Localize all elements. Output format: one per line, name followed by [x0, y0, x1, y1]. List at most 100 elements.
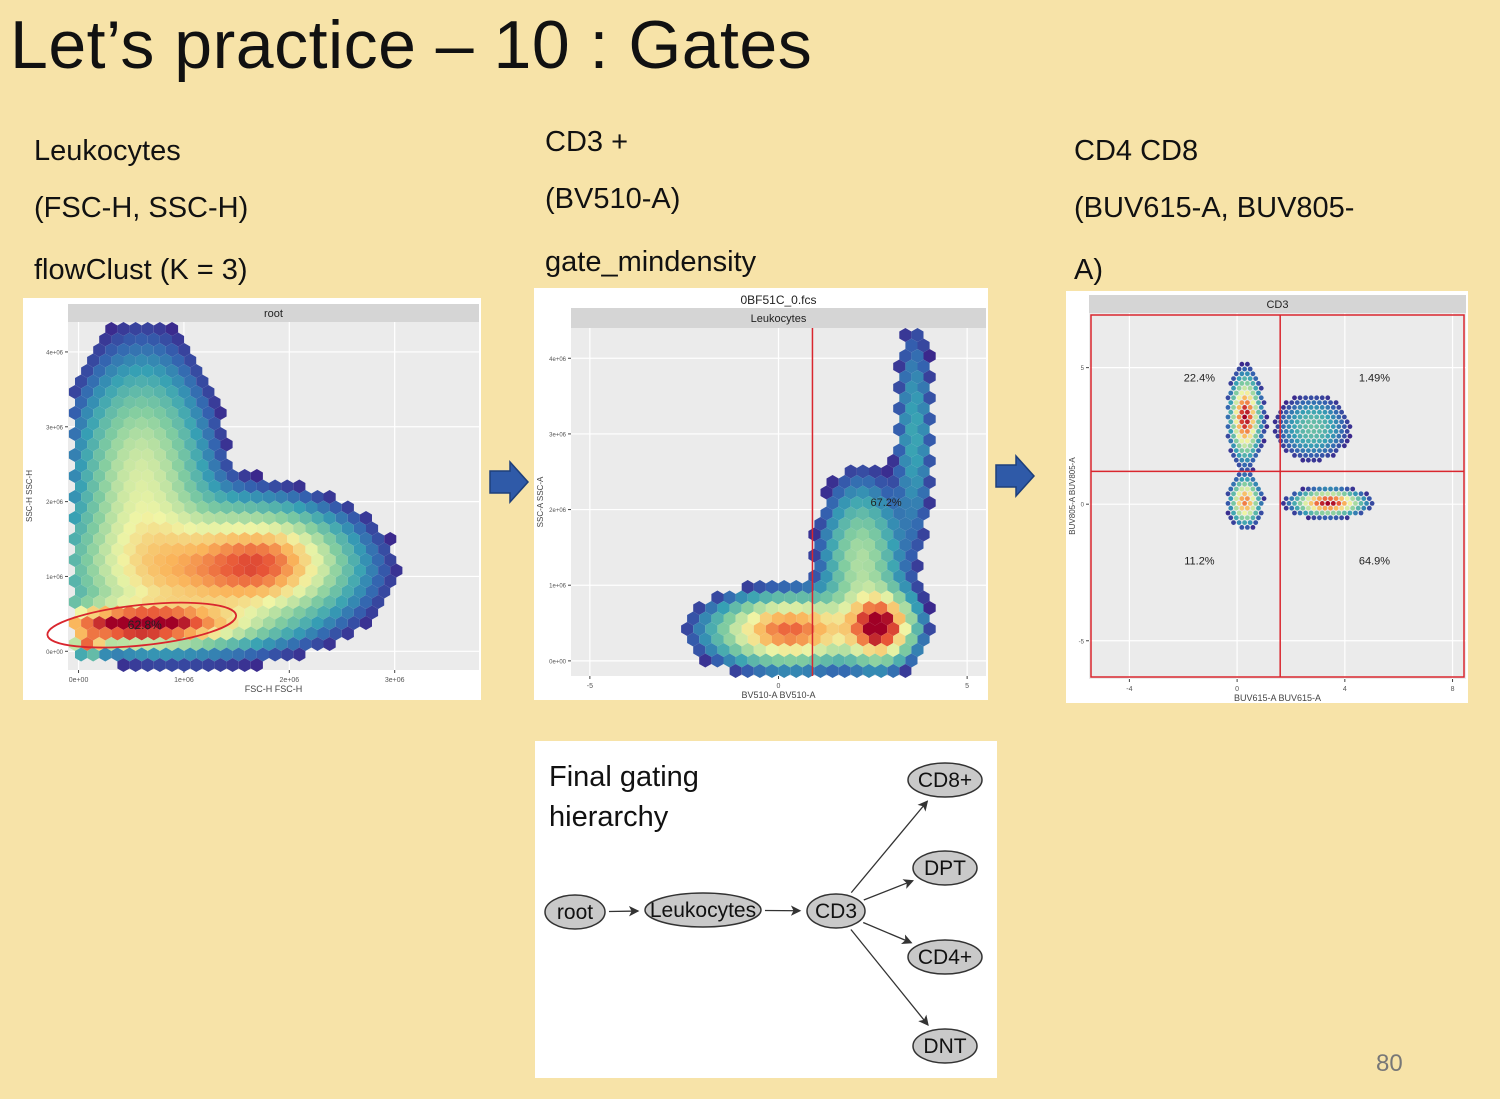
hexbin-cell	[796, 590, 809, 605]
density-point	[1333, 515, 1339, 521]
hexbin-cell	[881, 527, 894, 542]
density-point	[1281, 424, 1286, 429]
hexbin-cell	[238, 658, 251, 672]
density-point	[1242, 510, 1248, 516]
caption-cd3-3: gate_mindensity	[545, 246, 757, 278]
hexbin-cell	[305, 542, 318, 557]
hexbin-cell	[281, 605, 294, 620]
hexbin-cell	[141, 322, 154, 336]
density-point	[1250, 486, 1256, 492]
hexbin-cell	[208, 605, 221, 620]
density-point	[1347, 510, 1353, 516]
density-point	[1297, 405, 1303, 410]
slide-number: 80	[1376, 1050, 1403, 1077]
density-point	[1239, 525, 1245, 530]
density-point	[1258, 433, 1264, 439]
hexbin-cell	[99, 332, 112, 347]
hexbin-cell	[323, 574, 336, 588]
hexbin-cell	[293, 521, 306, 536]
hexbin-cell	[68, 469, 82, 483]
density-point	[1308, 405, 1314, 410]
hexbin-cell	[844, 464, 857, 479]
density-point	[1317, 400, 1322, 405]
hierarchy-node	[907, 939, 983, 975]
density-point	[1247, 376, 1253, 381]
hexbin-cell	[214, 553, 227, 567]
hexbin-cell	[117, 448, 130, 462]
hexbin-cell	[111, 353, 124, 368]
density-point	[1233, 457, 1239, 463]
density-point	[1233, 371, 1239, 377]
density-point	[1258, 414, 1264, 420]
hexbin-cell	[238, 553, 251, 567]
density-point	[1250, 496, 1256, 501]
hexbin-cell	[887, 454, 900, 468]
density-point	[1283, 429, 1289, 434]
density-point	[1328, 486, 1333, 492]
hexbin-cell	[129, 343, 142, 357]
hexbin-cell	[123, 416, 136, 431]
density-point	[1328, 505, 1333, 511]
hexbin-cell	[135, 542, 148, 557]
hexbin-cell	[275, 511, 288, 525]
density-point	[1247, 462, 1253, 468]
density-point	[1231, 414, 1236, 420]
hexbin-cell	[81, 511, 94, 525]
density-point	[1253, 443, 1259, 449]
hexbin-cell	[172, 437, 185, 452]
hexbin-cell	[208, 416, 221, 431]
hexbin-cell	[329, 563, 342, 578]
density-point	[1305, 409, 1311, 415]
hexbin-cell	[869, 611, 882, 626]
hexbin-cell	[390, 563, 403, 578]
density-point	[1233, 496, 1239, 501]
hexbin-cell	[244, 479, 257, 494]
hexbin-cell	[293, 626, 306, 641]
hexbin-cell	[165, 469, 179, 483]
hexbin-cell	[923, 601, 936, 615]
hexbin-cell	[735, 590, 748, 605]
hexbin-cell	[135, 563, 148, 578]
hexbin-cell	[917, 359, 930, 374]
density-point	[1244, 381, 1250, 386]
hexbin-cell	[244, 605, 257, 620]
hexbin-cell	[893, 422, 906, 437]
hexbin-cell	[117, 658, 130, 672]
tick-label-x: 1e+06	[174, 677, 194, 684]
hexbin-cell	[220, 542, 233, 557]
hexbin-cell	[196, 458, 209, 473]
density-point	[1244, 496, 1250, 501]
density-point	[1250, 390, 1256, 396]
hexbin-cell	[753, 580, 766, 594]
hexbin-cell	[881, 506, 894, 521]
hexbin-cell	[317, 626, 330, 641]
hexbin-cell	[220, 584, 233, 599]
hexbin-cell	[172, 353, 185, 368]
hexbin-cell	[808, 632, 821, 647]
density-point	[1236, 481, 1242, 487]
hexbin-cell	[287, 511, 300, 525]
y-axis-label: SSC-H SSC-H	[25, 470, 34, 522]
hexbin-cell	[741, 580, 754, 594]
hexbin-cell	[99, 500, 112, 515]
density-point	[1330, 424, 1336, 429]
hexbin-cell	[353, 563, 366, 578]
hexbin-cell	[814, 517, 827, 531]
hexbin-cell	[850, 517, 863, 531]
hexbin-cell	[911, 601, 924, 615]
density-point	[1242, 405, 1248, 410]
density-point	[1317, 496, 1322, 501]
density-point	[1317, 429, 1322, 434]
hexbin-cell	[184, 584, 197, 599]
hexbin-cell	[723, 653, 736, 668]
hexbin-cell	[178, 490, 191, 504]
hexbin-cell	[850, 538, 863, 552]
density-point	[1339, 486, 1345, 492]
density-point	[1228, 496, 1234, 501]
hexbin-cell	[117, 469, 130, 483]
hexbin-cell	[305, 584, 318, 599]
hexbin-cell	[208, 647, 221, 662]
hexbin-cell	[68, 553, 82, 567]
hexbin-cell	[165, 322, 179, 336]
density-point	[1341, 443, 1347, 449]
